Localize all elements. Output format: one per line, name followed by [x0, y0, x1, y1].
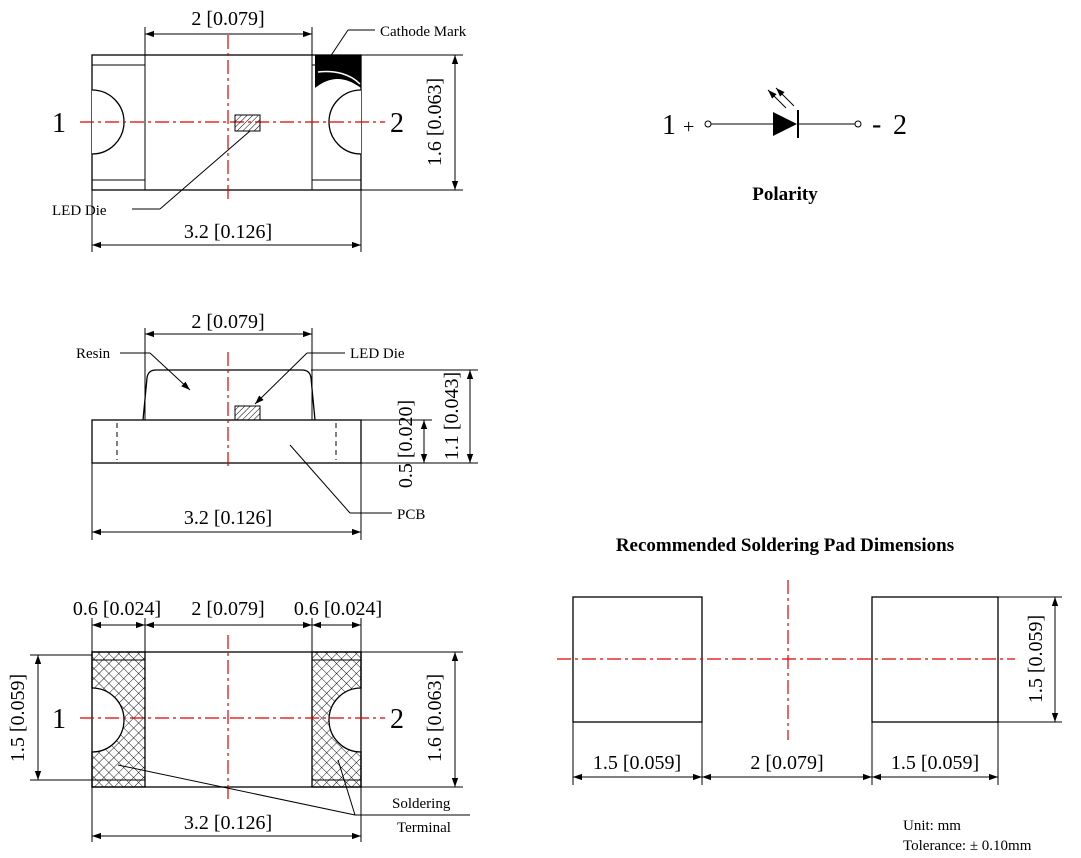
bottom-pad-left-dim: 0.6 [0.024] — [73, 598, 161, 620]
top-die-label: LED Die — [52, 203, 107, 219]
top-width-dim: 2 [0.079] — [191, 8, 264, 30]
bottom-height-dim: 1.6 [0.063] — [424, 674, 446, 762]
light-arrow-1 — [767, 89, 787, 109]
pcb-label: PCB — [397, 507, 425, 523]
bottom-view: 0.6 [0.024] 2 [0.079] 0.6 [0.024] 3.2 [0… — [7, 598, 470, 842]
pad-1 — [91, 651, 146, 788]
pad-gap-dim: 2 [0.079] — [750, 752, 823, 774]
bottom-gap-dim: 2 [0.079] — [191, 598, 264, 620]
resin-label: Resin — [76, 346, 111, 362]
side-width-dim: 2 [0.079] — [191, 311, 264, 333]
side-led-die — [234, 405, 261, 421]
polarity-title: Polarity — [752, 184, 818, 205]
side-die-label: LED Die — [350, 346, 405, 362]
pad-right-width-dim: 1.5 [0.059] — [891, 752, 979, 774]
pad-left-width-dim: 1.5 [0.059] — [593, 752, 681, 774]
pad-layout-title: Recommended Soldering Pad Dimensions — [616, 535, 954, 556]
cathode-terminal — [854, 120, 862, 128]
bottom-pin-2: 2 — [390, 704, 404, 735]
bottom-pin-1: 1 — [52, 704, 66, 735]
bottom-pad-height-dim: 1.5 [0.059] — [7, 674, 29, 762]
notes: Unit: mm Tolerance: ± 0.10mm — [903, 818, 1032, 854]
bottom-view-body — [91, 651, 362, 788]
bottom-pad-right-dim: 0.6 [0.024] — [294, 598, 382, 620]
side-view: 2 [0.079] Resin LED Die PCB 3.2 [0.126] … — [76, 311, 478, 540]
side-total-height-dim: 1.1 [0.043] — [441, 372, 463, 460]
pad-layout: Recommended Soldering Pad Dimensions 1.5… — [557, 535, 1062, 785]
pin2-notch — [328, 89, 362, 155]
cathode-mark-label: Cathode Mark — [380, 24, 467, 40]
polarity-symbol: 1 + - 2 Polarity — [662, 87, 907, 205]
top-view: 2 [0.079] Cathode Mark 3.2 [0.126] 1.6 [… — [52, 8, 467, 252]
light-arrow-2 — [775, 87, 795, 107]
bottom-length-dim: 3.2 [0.126] — [184, 812, 272, 834]
top-height-dim: 1.6 [0.063] — [424, 78, 446, 166]
terminal-label-line-2: Terminal — [397, 820, 451, 836]
pad-height-dim: 1.5 [0.059] — [1025, 615, 1047, 703]
side-length-dim: 3.2 [0.126] — [184, 507, 272, 529]
top-length-dim: 3.2 [0.126] — [184, 221, 272, 243]
polarity-pin-1: 1 — [662, 110, 676, 141]
polarity-plus: + — [683, 116, 694, 138]
anode-terminal — [704, 120, 712, 128]
resin-dome — [142, 369, 316, 421]
diode-triangle — [773, 112, 797, 136]
terminal-label-line-1: Soldering — [392, 796, 451, 812]
top-pin-2: 2 — [390, 108, 404, 139]
polarity-pin-2: 2 — [893, 110, 907, 141]
cathode-mark — [315, 55, 361, 88]
polarity-minus: - — [872, 109, 881, 140]
unit-note: Unit: mm — [903, 818, 961, 834]
top-pin-1: 1 — [52, 108, 66, 139]
pad-2 — [311, 651, 362, 788]
recommended-pad-right — [871, 596, 999, 723]
side-pcb-body — [91, 419, 362, 464]
tolerance-note: Tolerance: ± 0.10mm — [903, 838, 1032, 854]
led-die — [234, 114, 261, 132]
side-pcb-height-dim: 0.5 [0.020] — [395, 400, 417, 488]
